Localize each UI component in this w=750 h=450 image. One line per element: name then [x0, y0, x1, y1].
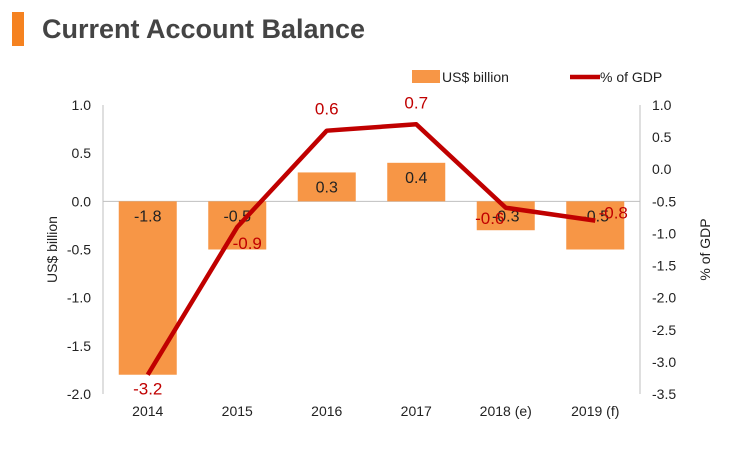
x-tick-label: 2016 [311, 403, 342, 419]
line-data-label: -0.8 [599, 204, 628, 223]
legend-bar-label: US$ billion [442, 69, 509, 85]
bar [118, 201, 177, 375]
y-tick-label: 0.0 [72, 193, 92, 209]
bar [297, 172, 356, 202]
y2-tick-label: 0.5 [652, 129, 672, 145]
legend-line-label: % of GDP [600, 69, 662, 85]
bar [566, 201, 625, 250]
y2-tick-label: -1.0 [652, 225, 676, 241]
y-tick-label: 1.0 [72, 97, 92, 113]
chart-title: Current Account Balance [42, 14, 366, 44]
line-data-label: -0.9 [233, 234, 262, 253]
legend-bar-swatch [412, 70, 440, 83]
bar-data-label: 0.4 [405, 170, 427, 187]
bar-data-label: -1.8 [134, 208, 162, 225]
line-data-label: 0.7 [404, 93, 428, 112]
bar [387, 162, 446, 202]
y-tick-label: 0.5 [72, 145, 92, 161]
y2-tick-label: -2.5 [652, 322, 676, 338]
line-data-label: 0.6 [315, 100, 339, 119]
y-tick-label: -1.5 [67, 338, 91, 354]
y-tick-label: -0.5 [67, 242, 91, 258]
bar-data-label: 0.3 [316, 179, 338, 196]
y2-tick-label: -2.0 [652, 290, 676, 306]
y2-tick-label: -3.0 [652, 354, 676, 370]
bar-data-label: -0.3 [492, 208, 520, 225]
y2-axis-title: % of GDP [697, 218, 713, 280]
y2-tick-label: 1.0 [652, 97, 672, 113]
title-accent-bar [12, 12, 24, 46]
y2-tick-label: -0.5 [652, 193, 676, 209]
line-series-path [145, 122, 596, 376]
line-data-label: -0.6 [475, 209, 504, 228]
y2-tick-label: 0.0 [652, 161, 672, 177]
y2-tick-label: -1.5 [652, 258, 676, 274]
y2-tick-label: -3.5 [652, 386, 676, 402]
y-tick-label: -2.0 [67, 386, 91, 402]
x-tick-label: 2019 (f) [571, 403, 619, 419]
x-tick-label: 2014 [132, 403, 163, 419]
line-data-label: -3.2 [133, 380, 162, 399]
x-tick-label: 2017 [401, 403, 432, 419]
x-tick-label: 2018 (e) [480, 403, 532, 419]
y-tick-label: -1.0 [67, 290, 91, 306]
y-axis-title: US$ billion [44, 216, 60, 283]
x-tick-label: 2015 [222, 403, 253, 419]
